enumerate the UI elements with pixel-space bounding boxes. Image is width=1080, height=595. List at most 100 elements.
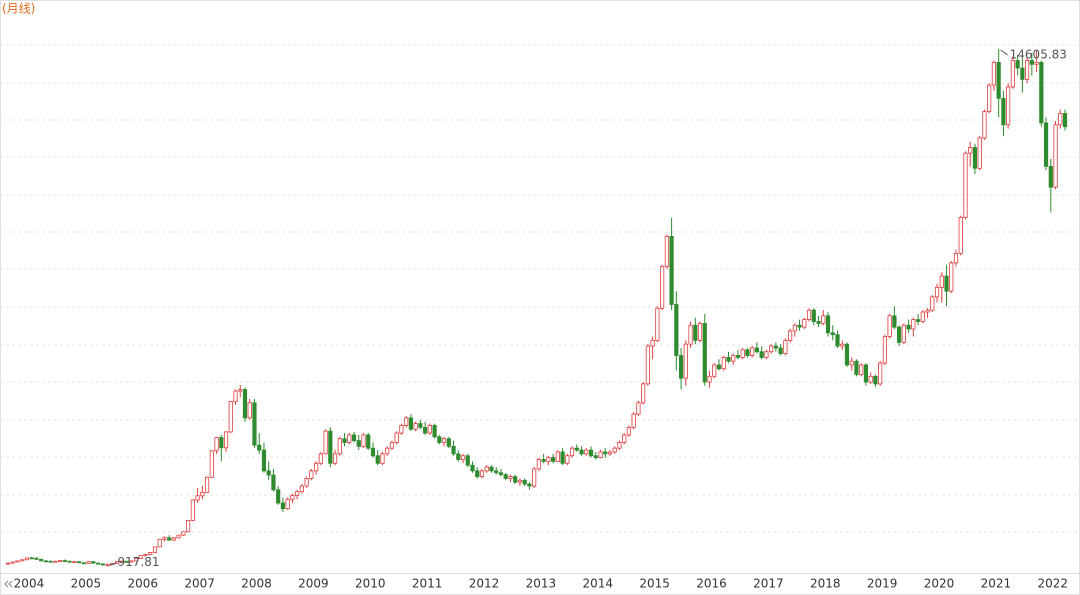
chart-title: (月线) <box>2 2 35 16</box>
candle-body <box>503 474 508 479</box>
candle-body <box>1058 113 1063 126</box>
candle-body <box>95 562 101 565</box>
candle-body <box>460 455 466 460</box>
candle-body <box>380 453 385 464</box>
candle-body <box>129 560 134 563</box>
candle-body <box>119 560 124 563</box>
candle-body <box>949 262 954 292</box>
candle-body <box>167 537 172 541</box>
scroll-left-icon[interactable] <box>4 580 13 588</box>
candle-body <box>53 560 58 563</box>
candle-body <box>143 554 148 556</box>
candle-body <box>849 360 854 366</box>
candle-body <box>1006 86 1011 126</box>
candle-body <box>802 319 807 328</box>
candle-body <box>48 560 53 563</box>
candle-body <box>304 478 309 487</box>
candle-body <box>342 438 347 443</box>
candle-body <box>204 476 210 493</box>
candle-body <box>593 455 598 459</box>
candle-body <box>697 322 703 341</box>
candle-body <box>987 84 992 112</box>
candle-body <box>138 555 143 560</box>
candle-body <box>835 334 840 347</box>
candle-body <box>878 362 883 385</box>
candle-body <box>498 472 504 476</box>
candle-body <box>693 324 698 341</box>
candle-body <box>475 470 480 477</box>
candle-body <box>385 447 390 455</box>
candle-body <box>1062 113 1068 128</box>
candle-body <box>731 355 736 362</box>
candle-body <box>356 440 361 447</box>
candle-body <box>598 451 603 459</box>
candle-body <box>309 470 314 479</box>
candle-body <box>389 442 395 449</box>
candle-body <box>588 449 594 457</box>
candle-body <box>915 319 921 322</box>
candle-body <box>930 296 935 311</box>
x-tick-label: 2010 <box>355 577 386 591</box>
candle-body <box>1034 62 1039 65</box>
candle-body <box>816 321 821 324</box>
candle-body <box>456 453 461 460</box>
candle-body <box>669 235 674 305</box>
candle-body <box>72 561 77 564</box>
candle-body <box>404 417 409 426</box>
candle-body <box>631 413 636 428</box>
candle-body <box>479 470 485 477</box>
x-tick-label: 2009 <box>298 577 329 591</box>
x-tick-label: 2013 <box>526 577 557 591</box>
candle-body <box>39 558 44 562</box>
candle-body <box>295 491 300 496</box>
candle-body <box>24 557 30 561</box>
candle-body <box>276 489 281 504</box>
candle-body <box>489 466 494 472</box>
candle-body <box>617 442 622 449</box>
candle-body <box>783 339 788 355</box>
candle-body <box>968 147 973 154</box>
candle-body <box>1053 124 1058 188</box>
x-tick-label: 2021 <box>981 577 1012 591</box>
candle-body <box>655 307 660 341</box>
candle-body <box>437 436 442 443</box>
candle-body <box>911 319 916 330</box>
candle-body <box>641 383 646 404</box>
candle-body <box>257 444 262 451</box>
candle-body <box>565 455 570 464</box>
candle-body <box>792 324 797 332</box>
candle-body <box>788 330 793 341</box>
x-tick-label: 2007 <box>184 577 215 591</box>
candle-body <box>740 349 745 358</box>
candle-body <box>764 351 769 358</box>
candle-body <box>702 322 707 383</box>
candle-body <box>603 451 608 455</box>
low-pointer <box>109 562 117 567</box>
candle-body <box>162 537 167 540</box>
candle-body <box>233 390 238 403</box>
candle-body <box>541 459 546 462</box>
candle-body <box>555 451 560 462</box>
candle-body <box>754 347 760 353</box>
candle-body <box>323 430 328 455</box>
candle-body <box>1029 60 1034 65</box>
candle-body <box>81 562 86 565</box>
candle-body <box>328 430 333 464</box>
candle-body <box>494 470 499 474</box>
candle-body <box>133 558 139 562</box>
candle-body <box>622 434 627 443</box>
candle-body <box>991 62 997 86</box>
candle-body <box>10 561 15 564</box>
candle-body <box>313 462 319 472</box>
candle-body <box>214 437 219 452</box>
candle-body <box>347 434 352 443</box>
candle-body <box>337 438 342 455</box>
candle-body <box>408 417 414 430</box>
candle-body <box>190 499 195 521</box>
candle-body <box>925 309 930 313</box>
x-tick-label: 2020 <box>924 577 955 591</box>
candle-body <box>716 364 722 370</box>
candle-body <box>252 402 257 446</box>
candle-body <box>735 355 741 358</box>
candle-body <box>238 389 243 392</box>
